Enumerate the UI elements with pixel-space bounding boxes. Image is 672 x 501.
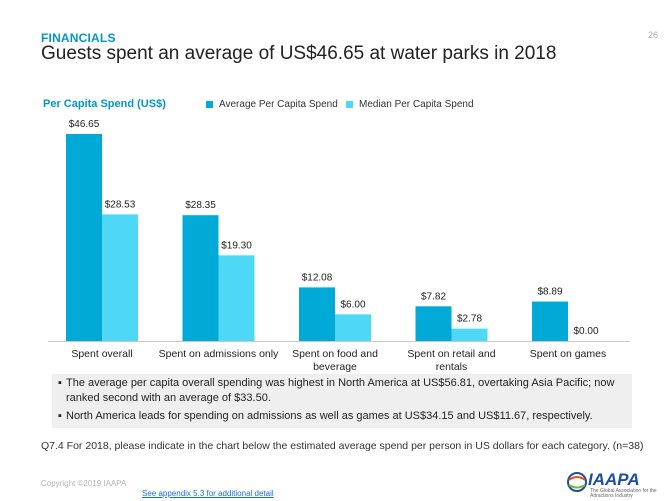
appendix-link[interactable]: See appendix 5.3 for additional detail [142, 489, 274, 498]
data-label: $7.82 [421, 291, 446, 302]
bar-median [218, 255, 255, 341]
legend-label-average: Average Per Capita Spend [219, 99, 338, 110]
page-number: 26 [647, 30, 658, 40]
legend-average: Average Per Capita Spend [206, 99, 338, 110]
note-text: North America leads for spending on admi… [66, 410, 593, 422]
bar-average [182, 215, 219, 341]
globe-icon [567, 472, 587, 492]
category-label: Spent overall [71, 348, 132, 360]
bar-chart: $46.65 $28.53 Spent overall $28.35 $19.30 Spe… [48, 119, 630, 372]
legend-swatch-average [206, 101, 213, 108]
logo-tagline: The Global Association for the Attractio… [590, 488, 657, 499]
data-label: $12.08 [302, 272, 333, 283]
bar-average [532, 301, 568, 341]
section-label: FINANCIALS [41, 31, 116, 45]
note-item: ▪ The average per capita overall spendin… [58, 376, 626, 406]
data-label: $19.30 [221, 240, 252, 251]
iaapa-logo: IAAPA The Global Association for the Att… [566, 468, 666, 500]
category-label: Spent on games [530, 348, 606, 360]
note-text: The average per capita overall spending … [66, 377, 615, 404]
legend-median: Median Per Capita Spend [346, 99, 474, 110]
survey-question: Q7.4 For 2018, please indicate in the ch… [41, 440, 644, 452]
category-label: beverage [313, 361, 357, 372]
notes-box: ▪ The average per capita overall spendin… [52, 374, 632, 428]
data-label: $6.00 [340, 299, 365, 310]
bullet-icon: ▪ [58, 410, 62, 422]
bar-median [102, 214, 138, 341]
data-label: $28.35 [185, 200, 216, 211]
bar-average [66, 134, 102, 341]
bar-median [451, 328, 488, 341]
data-label: $28.53 [105, 199, 136, 210]
copyright: Copyright ©2019 IAAPA [41, 479, 127, 488]
data-label: $2.78 [457, 314, 482, 325]
bar-average [415, 306, 452, 341]
data-label: $8.89 [537, 287, 562, 298]
data-label: $0.00 [573, 326, 598, 337]
data-label: $46.65 [69, 119, 100, 130]
legend-label-median: Median Per Capita Spend [359, 99, 474, 110]
category-label: rentals [436, 361, 468, 372]
bar-median [335, 314, 371, 341]
note-item: ▪ North America leads for spending on ad… [58, 409, 626, 424]
bar-average [299, 287, 335, 341]
category-label: Spent on retail and [407, 348, 495, 360]
bullet-icon: ▪ [58, 377, 62, 389]
chart-title: Per Capita Spend (US$) [43, 98, 166, 110]
page-title: Guests spent an average of US$46.65 at w… [41, 43, 557, 64]
legend-swatch-median [346, 101, 353, 108]
category-label: Spent on food and [292, 348, 378, 360]
category-label: Spent on admissions only [159, 348, 279, 360]
logo-name: IAAPA [588, 470, 640, 489]
